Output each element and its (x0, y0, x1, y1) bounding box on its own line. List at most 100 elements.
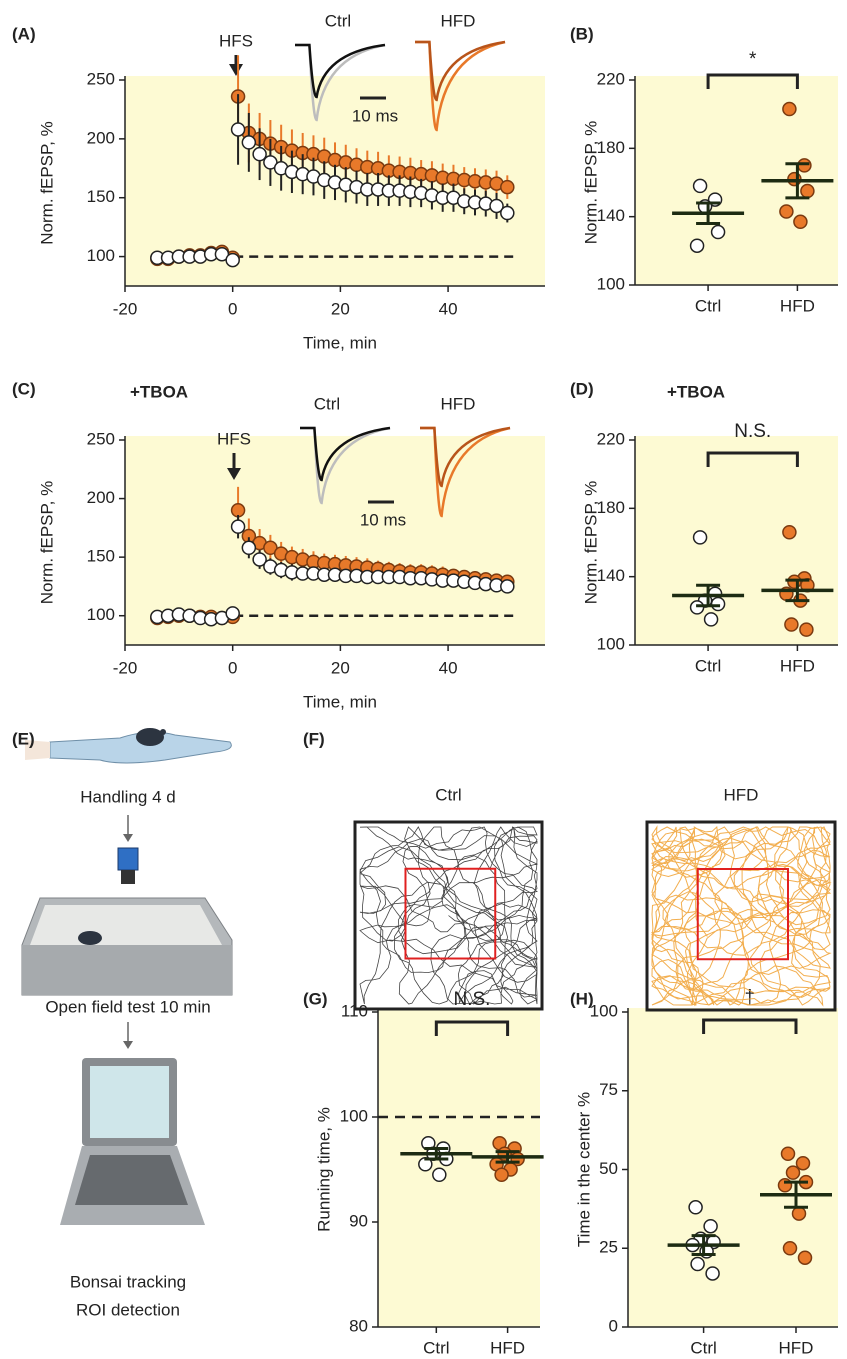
data-point (489, 198, 504, 214)
significance-bracket (706, 73, 799, 89)
scale-bar-label: 10 ms (360, 510, 406, 529)
data-point (692, 530, 708, 545)
arrow-head (123, 1041, 133, 1049)
arena-title: Ctrl (435, 785, 461, 804)
data-point (225, 606, 240, 621)
significance-label: † (745, 987, 756, 1008)
y-tick-label: 80 (349, 1316, 368, 1335)
significance-label: * (749, 49, 757, 70)
x-tick-label: -20 (113, 658, 138, 677)
trace (415, 40, 506, 102)
y-tick-label: 25 (599, 1238, 618, 1257)
category-label: HFD (780, 656, 815, 675)
y-axis-label: Norm. fEPSP, % (37, 121, 56, 244)
laptop-illustration (60, 1058, 205, 1225)
y-axis-label: Norm. fEPSP, % (37, 481, 56, 604)
data-point (689, 600, 705, 615)
data-point (230, 503, 246, 518)
y-tick-label: 100 (87, 605, 115, 624)
arena-border (645, 820, 837, 1012)
data-point (494, 1167, 509, 1182)
y-tick-label: 100 (597, 634, 625, 653)
data-point (500, 179, 515, 195)
annotation: HFS (219, 31, 253, 50)
category-label: Ctrl (695, 296, 721, 315)
trace (415, 40, 506, 132)
trace (300, 426, 391, 482)
data-point (782, 1241, 798, 1256)
y-axis-label: Norm. fEPSP, % (581, 121, 600, 244)
trajectory (359, 826, 539, 1005)
trace-label: Ctrl (325, 11, 351, 30)
trace (420, 426, 511, 488)
data-point (800, 183, 815, 199)
data-point (263, 155, 278, 170)
category-label: HFD (779, 1338, 814, 1357)
y-tick-label: 250 (87, 69, 115, 88)
plot-background (125, 436, 545, 645)
trace-label: HFD (441, 11, 476, 30)
data-point (797, 1250, 813, 1265)
data-point (780, 1146, 796, 1161)
handling-illustration (25, 728, 232, 764)
data-point (230, 519, 246, 534)
data-point (799, 622, 814, 637)
data-point (710, 596, 726, 612)
trace-label: Ctrl (314, 394, 340, 413)
panel-label: (H) (570, 989, 594, 1008)
step-label: Open field test 10 min (45, 997, 210, 1016)
step-label: Bonsai tracking (70, 1272, 186, 1291)
y-tick-label: 220 (597, 429, 625, 448)
y-tick-label: 50 (599, 1159, 618, 1178)
trajectory (650, 825, 832, 1007)
y-tick-label: 100 (87, 246, 115, 265)
category-label: Ctrl (423, 1338, 449, 1357)
trace (295, 43, 386, 99)
y-tick-label: 75 (599, 1080, 618, 1099)
y-tick-label: 0 (609, 1316, 618, 1335)
y-tick-label: 180 (597, 138, 625, 157)
category-label: HFD (490, 1338, 525, 1357)
y-tick-label: 220 (597, 69, 625, 88)
data-point (230, 122, 246, 137)
category-label: Ctrl (695, 656, 721, 675)
data-point (703, 1218, 718, 1234)
y-tick-label: 150 (87, 187, 115, 206)
y-tick-label: 140 (597, 206, 625, 225)
data-point (252, 146, 267, 162)
center-roi (404, 867, 497, 960)
y-tick-label: 140 (597, 566, 625, 585)
data-point (214, 246, 230, 262)
data-point (782, 101, 797, 117)
data-point (795, 1155, 811, 1171)
y-axis-label: Running time, % (314, 1107, 333, 1232)
panel-label: (A) (12, 24, 36, 43)
y-tick-label: 200 (87, 128, 115, 147)
category-label: Ctrl (690, 1338, 716, 1357)
data-point (785, 1165, 801, 1180)
data-point (787, 574, 802, 590)
trace (420, 426, 511, 518)
arrow-head (123, 834, 133, 842)
data-point (252, 552, 267, 567)
x-tick-label: 0 (228, 658, 237, 677)
x-tick-label: 40 (439, 658, 458, 677)
data-point (241, 540, 257, 556)
data-point (692, 178, 708, 194)
y-tick-label: 100 (340, 1106, 368, 1125)
data-point (793, 214, 808, 230)
annotation-arrow-head (227, 468, 241, 480)
x-tick-label: 0 (228, 299, 237, 318)
x-axis-label: Time, min (303, 333, 377, 352)
arena-title: HFD (724, 785, 759, 804)
x-tick-label: -20 (113, 299, 138, 318)
y-tick-label: 180 (597, 498, 625, 517)
plot-background (635, 436, 838, 645)
data-point (710, 224, 726, 240)
trace-label: HFD (441, 394, 476, 413)
data-point (705, 1266, 720, 1281)
x-tick-label: 20 (331, 299, 350, 318)
significance-bracket (702, 1018, 798, 1034)
y-tick-label: 200 (87, 488, 115, 507)
